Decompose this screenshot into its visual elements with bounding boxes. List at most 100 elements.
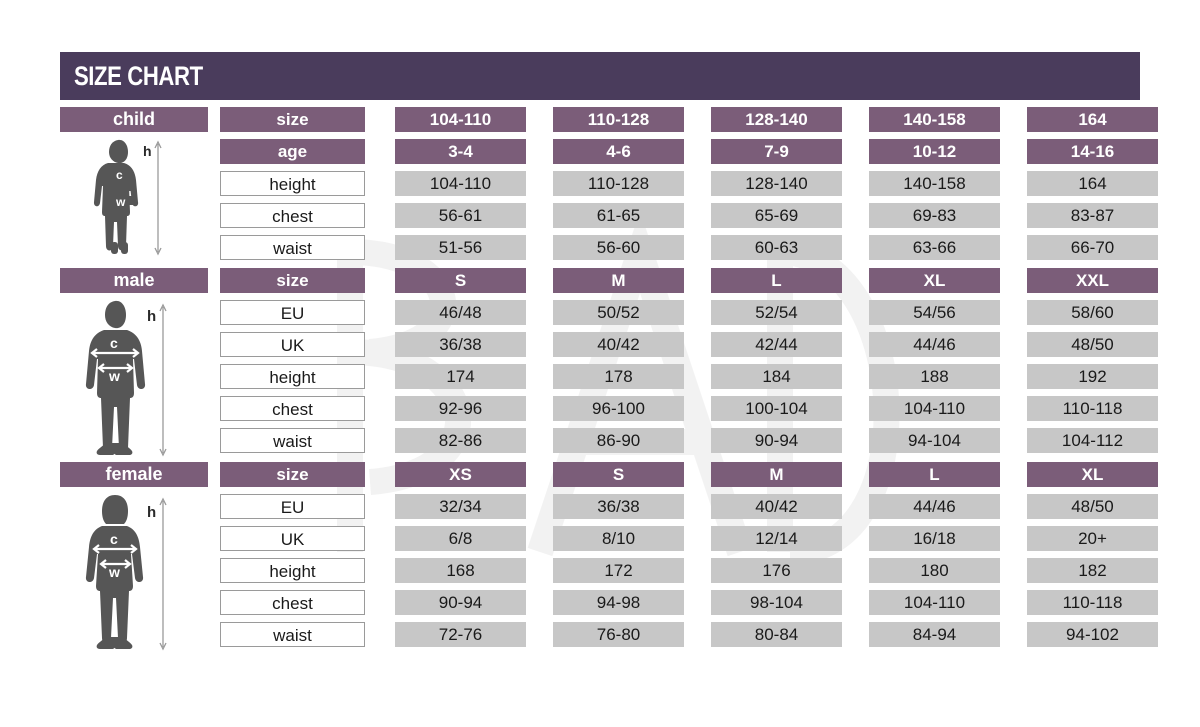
value-cell-EU: 36/38 [553,494,684,519]
value-cell-waist: 84-94 [869,622,1000,647]
header-cell-size: M [553,268,684,293]
header-cell-age: 10-12 [869,139,1000,164]
section-female: female c w h size EU UK height chest waist XS 3… [60,462,1158,651]
value-cell-waist: 94-102 [1027,622,1158,647]
header-cell-size: 140-158 [869,107,1000,132]
row-header-age: age [220,139,365,164]
height-marker-label: h [143,143,152,159]
value-cell-UK: 36/38 [395,332,526,357]
value-column-4-female: L 44/46 16/18 180 104-110 84-94 [869,462,1000,651]
row-label-chest: chest [220,590,365,615]
value-cell-height: 178 [553,364,684,389]
figure-column-male: male c w h [60,268,208,457]
value-cell-chest: 96-100 [553,396,684,421]
row-label-chest: chest [220,203,365,228]
row-label-height: height [220,171,365,196]
header-cell-age: 3-4 [395,139,526,164]
header-cell-size: XXL [1027,268,1158,293]
row-label-EU: EU [220,300,365,325]
header-cell-size: 110-128 [553,107,684,132]
value-column-2-child: 110-128 4-6 110-128 61-65 56-60 [553,107,684,260]
section-male: male c w h size EU UK height chest waist S 46/4 [60,268,1158,457]
value-cell-waist: 104-112 [1027,428,1158,453]
row-label-waist: waist [220,622,365,647]
value-column-5-child: 164 14-16 164 83-87 66-70 [1027,107,1158,260]
value-cell-UK: 40/42 [553,332,684,357]
value-cell-waist: 60-63 [711,235,842,260]
female-figure: c w h [85,495,167,651]
waist-marker-label: w [115,195,126,209]
value-cell-EU: 40/42 [711,494,842,519]
value-cell-height: 128-140 [711,171,842,196]
value-cell-chest: 90-94 [395,590,526,615]
value-column-1-male: S 46/48 36/38 174 92-96 82-86 [395,268,526,457]
value-cell-height: 140-158 [869,171,1000,196]
value-cell-UK: 44/46 [869,332,1000,357]
male-figure: c w h [85,300,167,457]
chest-marker-label: c [110,335,118,351]
row-label-height: height [220,364,365,389]
group-label-female: female [60,462,208,487]
sections-container: child c w h size age height chest waist 104-1… [60,107,1158,652]
value-cell-height: 192 [1027,364,1158,389]
value-cell-chest: 83-87 [1027,203,1158,228]
value-cell-UK: 16/18 [869,526,1000,551]
row-label-EU: EU [220,494,365,519]
header-cell-size: M [711,462,842,487]
waist-marker-label: w [108,368,120,384]
header-cell-size: L [869,462,1000,487]
value-cell-EU: 48/50 [1027,494,1158,519]
value-cell-EU: 58/60 [1027,300,1158,325]
row-label-chest: chest [220,396,365,421]
row-label-waist: waist [220,235,365,260]
header-cell-size: S [553,462,684,487]
value-cell-EU: 54/56 [869,300,1000,325]
value-cell-chest: 110-118 [1027,590,1158,615]
value-cell-height: 104-110 [395,171,526,196]
row-header-size: size [220,268,365,293]
value-cell-UK: 6/8 [395,526,526,551]
header-cell-size: 164 [1027,107,1158,132]
value-column-5-male: XXL 58/60 48/50 192 110-118 104-112 [1027,268,1158,457]
group-label-male: male [60,268,208,293]
value-cell-EU: 44/46 [869,494,1000,519]
header-cell-size: 104-110 [395,107,526,132]
value-cell-waist: 56-60 [553,235,684,260]
group-label-child: child [60,107,208,132]
value-cell-waist: 82-86 [395,428,526,453]
value-cell-UK: 8/10 [553,526,684,551]
value-cell-chest: 98-104 [711,590,842,615]
header-cell-age: 14-16 [1027,139,1158,164]
value-column-2-female: S 36/38 8/10 172 94-98 76-80 [553,462,684,651]
header-cell-size: S [395,268,526,293]
child-figure: c w h [60,132,208,256]
value-cell-height: 180 [869,558,1000,583]
value-column-3-female: M 40/42 12/14 176 98-104 80-84 [711,462,842,651]
header-cell-age: 4-6 [553,139,684,164]
size-chart: SIZE CHART child c w h size age height ches… [60,52,1158,652]
label-column-female: size EU UK height chest waist [220,462,365,651]
value-cell-UK: 48/50 [1027,332,1158,357]
value-cell-height: 184 [711,364,842,389]
value-cell-height: 168 [395,558,526,583]
header-cell-age: 7-9 [711,139,842,164]
header-cell-size: XL [869,268,1000,293]
value-cell-chest: 92-96 [395,396,526,421]
row-header-size: size [220,462,365,487]
value-cell-UK: 20+ [1027,526,1158,551]
value-cell-chest: 56-61 [395,203,526,228]
value-cell-EU: 32/34 [395,494,526,519]
value-cell-waist: 90-94 [711,428,842,453]
male-figure: c w h [60,293,208,457]
value-cell-chest: 110-118 [1027,396,1158,421]
value-column-3-child: 128-140 7-9 128-140 65-69 60-63 [711,107,842,260]
female-figure: c w h [60,487,208,651]
label-column-male: size EU UK height chest waist [220,268,365,457]
value-cell-height: 188 [869,364,1000,389]
value-cell-UK: 42/44 [711,332,842,357]
chest-marker-label: c [110,531,118,547]
value-cell-chest: 65-69 [711,203,842,228]
figure-column-child: child c w h [60,107,208,260]
value-cell-chest: 104-110 [869,590,1000,615]
waist-marker-label: w [108,564,120,580]
